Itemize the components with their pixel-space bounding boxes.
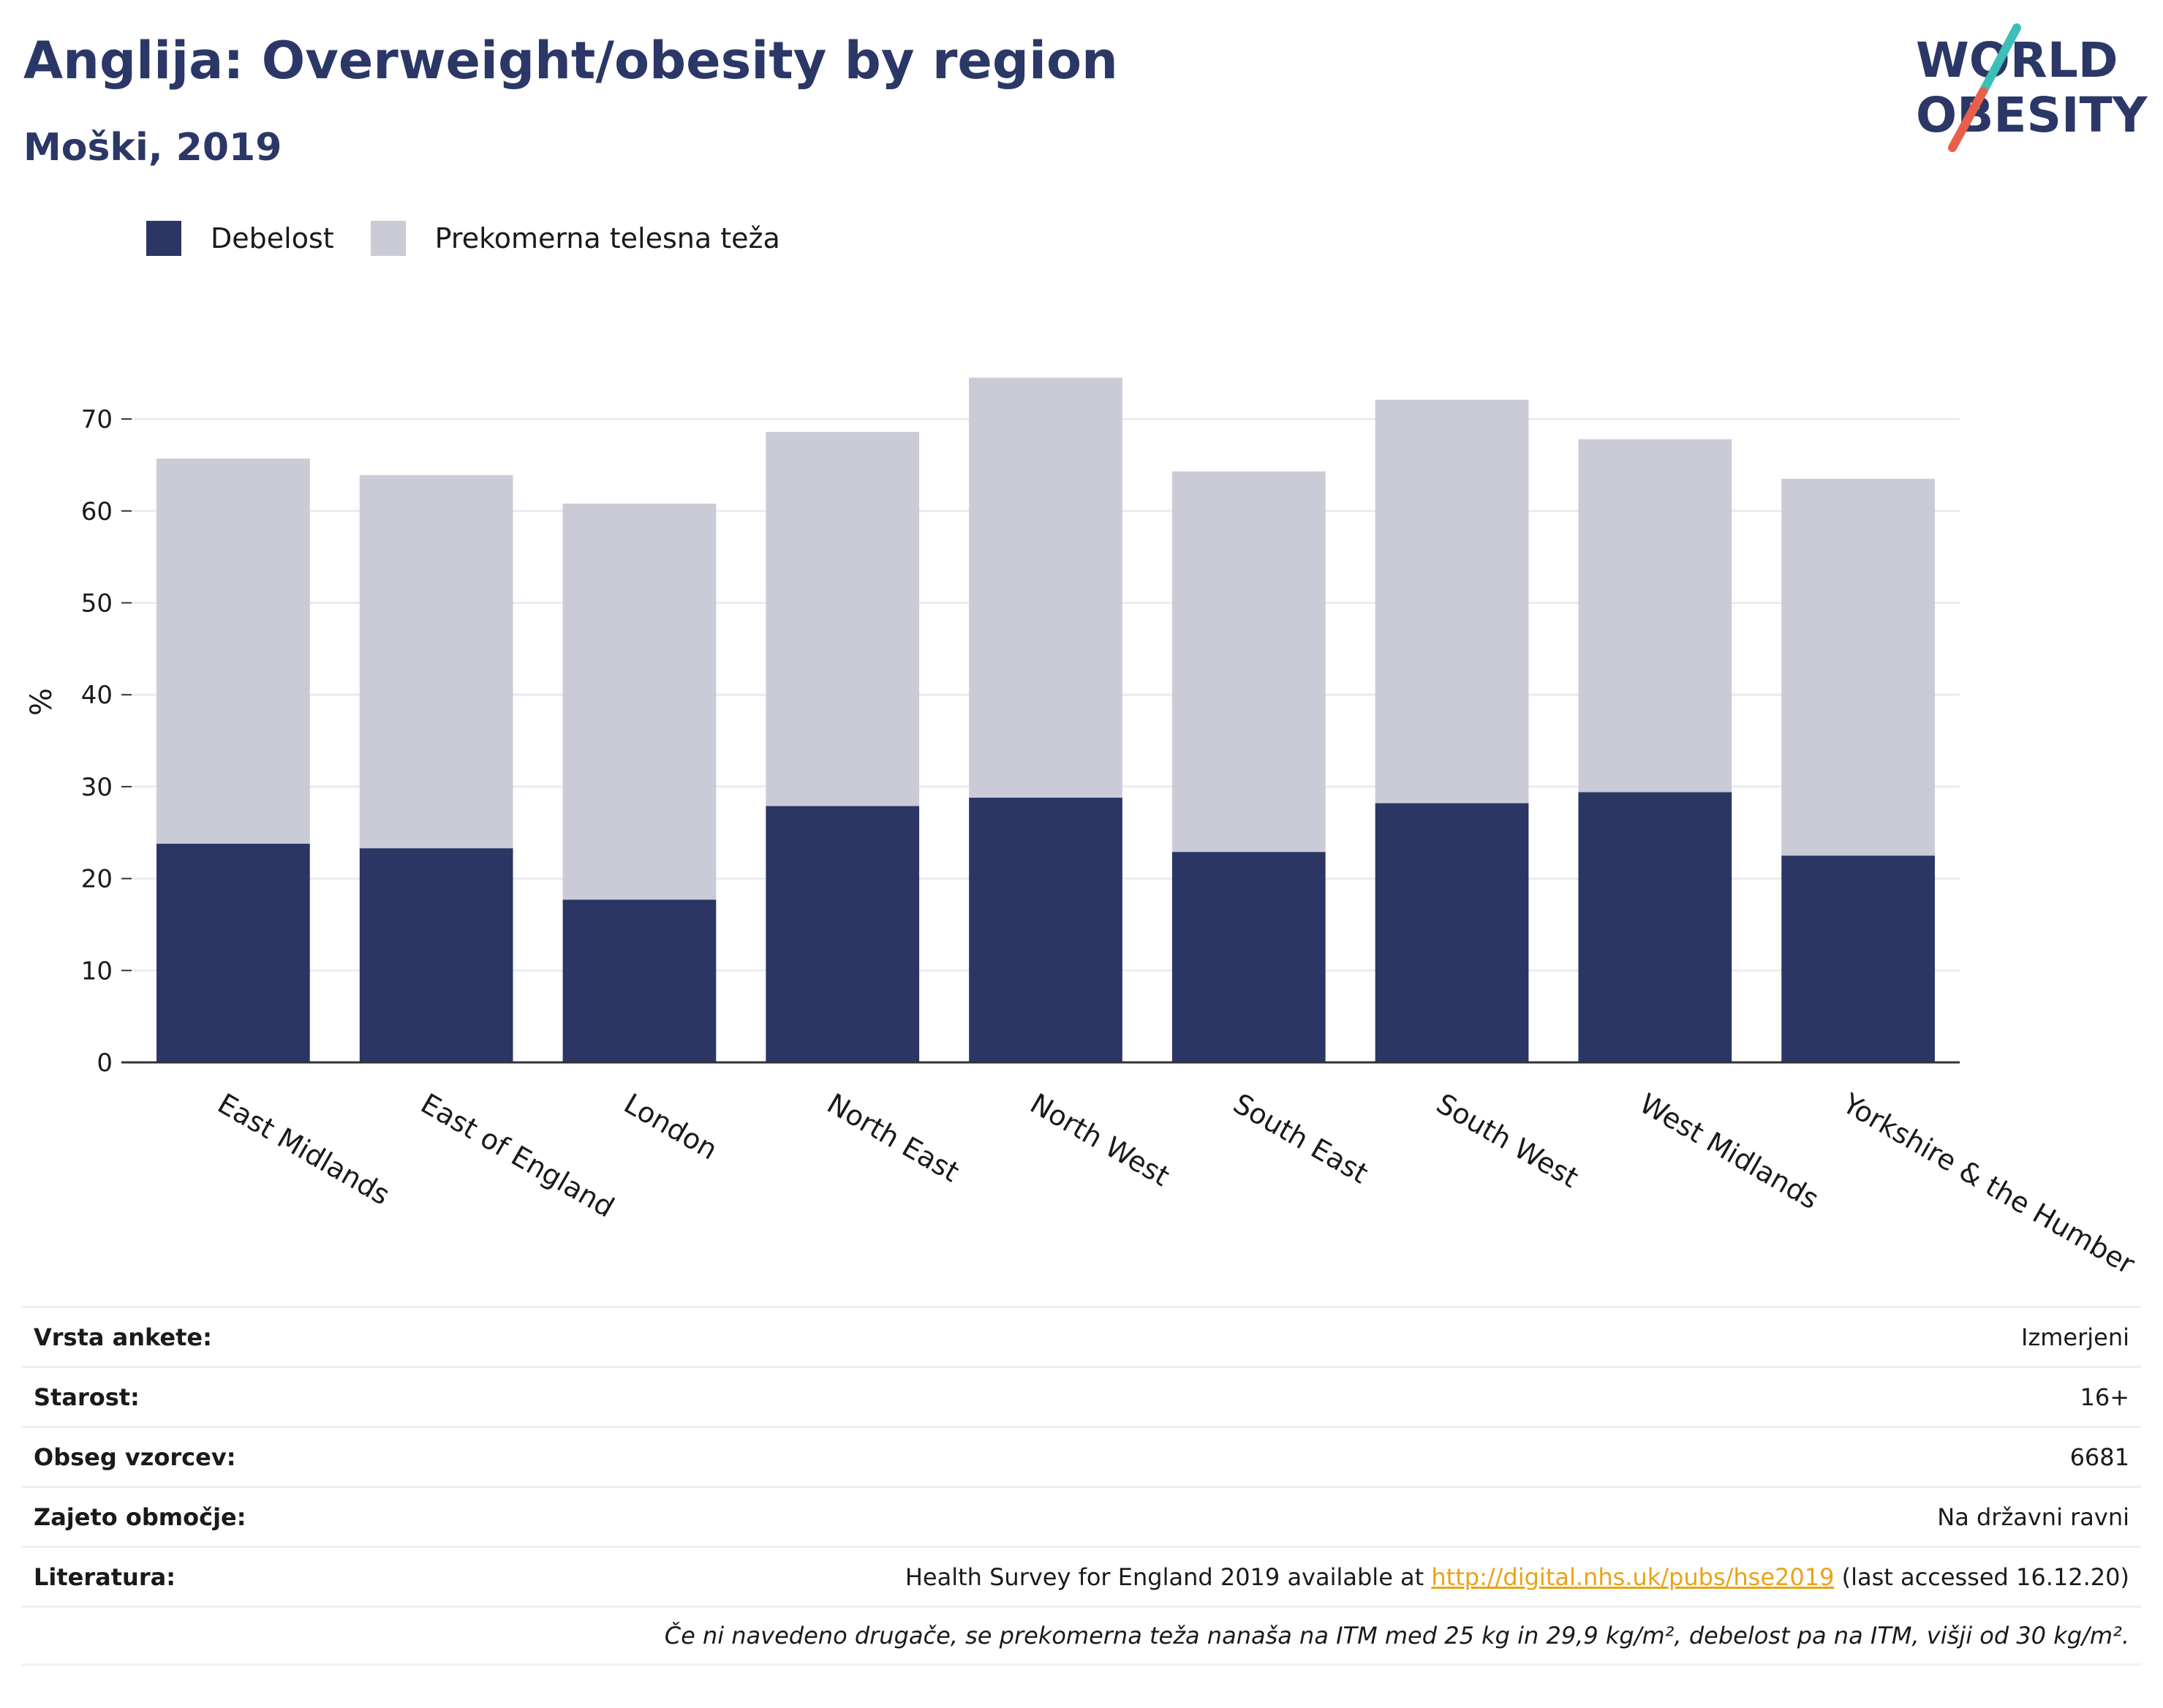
- chart-subtitle: Moški, 2019: [23, 126, 282, 170]
- y-tick-label: 30: [81, 773, 113, 802]
- x-category-label: South East: [1228, 1087, 1373, 1190]
- bar-overweight[interactable]: [766, 431, 920, 806]
- x-category-label: East Midlands: [212, 1087, 395, 1212]
- literature-link[interactable]: http://digital.nhs.uk/pubs/hse2019: [1431, 1562, 1835, 1591]
- bar-overweight[interactable]: [1578, 439, 1732, 793]
- stacked-bar-chart: 0 10 20 30 40 50 60 70% East Midlands East of Eng…: [25, 377, 2140, 1281]
- info-row: Vrsta ankete: Izmerjeni: [22, 1306, 2141, 1366]
- info-label: Obseg vzorcev:: [34, 1443, 236, 1471]
- bar-obesity[interactable]: [1781, 855, 1935, 1062]
- x-category-label: East of England: [415, 1087, 619, 1224]
- y-tick-label: 20: [81, 865, 113, 894]
- y-tick-label: 50: [81, 589, 113, 619]
- legend-swatch-obesity: [146, 221, 181, 256]
- info-label: Starost:: [34, 1383, 140, 1411]
- bar-overweight[interactable]: [1781, 478, 1935, 856]
- definition-note: Če ni navedeno drugače, se prekomerna te…: [664, 1622, 2129, 1650]
- legend-item-overweight[interactable]: Prekomerna telesna teža: [370, 221, 780, 256]
- x-category-label: Yorkshire & the Humber: [1837, 1087, 2140, 1280]
- bar-overweight[interactable]: [359, 475, 513, 849]
- bar-obesity[interactable]: [1578, 792, 1732, 1062]
- chart-legend: Debelost Prekomerna telesna teža: [146, 216, 817, 260]
- logo-line1: WORLD: [1916, 32, 2118, 88]
- logo-slash-teal-icon: [1979, 23, 2021, 96]
- bar-obesity[interactable]: [562, 899, 717, 1062]
- bar-obesity[interactable]: [766, 806, 920, 1062]
- logo-slash-coral-icon: [1948, 87, 1988, 152]
- info-value-literature: Health Survey for England 2019 available…: [905, 1563, 2129, 1591]
- legend-label-obesity: Debelost: [211, 222, 334, 254]
- info-row: Obseg vzorcev: 6681: [22, 1426, 2141, 1486]
- literature-suffix: (last accessed 16.12.20): [1834, 1562, 2129, 1591]
- legend-item-obesity[interactable]: Debelost: [146, 221, 334, 256]
- x-category-label: London: [619, 1087, 723, 1166]
- y-tick-label: 60: [81, 497, 113, 526]
- info-row-literature: Literatura: Health Survey for England 20…: [22, 1546, 2141, 1606]
- info-label-literature: Literatura:: [34, 1562, 175, 1591]
- bar-obesity[interactable]: [359, 848, 513, 1062]
- info-row-note: Če ni navedeno drugače, se prekomerna te…: [22, 1606, 2141, 1666]
- info-table: Vrsta ankete: Izmerjeni Starost: 16+ Obseg v…: [22, 1306, 2141, 1666]
- y-axis-label: %: [25, 688, 58, 716]
- bar-obesity[interactable]: [156, 843, 310, 1062]
- info-value: Na državni ravni: [1937, 1503, 2129, 1531]
- bar-obesity[interactable]: [1375, 803, 1529, 1062]
- x-category-label: North East: [822, 1087, 965, 1188]
- x-category-label: West Midlands: [1634, 1087, 1824, 1216]
- bar-obesity[interactable]: [1171, 852, 1326, 1062]
- bar-obesity[interactable]: [969, 797, 1122, 1062]
- legend-label-overweight: Prekomerna telesna teža: [434, 222, 780, 254]
- info-label: Vrsta ankete:: [34, 1323, 212, 1351]
- bar-overweight[interactable]: [562, 503, 717, 900]
- legend-swatch-overweight: [370, 221, 406, 256]
- literature-prefix: Health Survey for England 2019 available…: [905, 1562, 1432, 1591]
- world-obesity-logo: WORLD OBESITY: [1916, 23, 2148, 152]
- x-category-label: North West: [1025, 1087, 1175, 1193]
- y-tick-label: 40: [81, 681, 113, 710]
- info-value: Izmerjeni: [2021, 1323, 2129, 1351]
- bar-overweight[interactable]: [1375, 399, 1529, 804]
- y-tick-label: 0: [97, 1048, 113, 1078]
- bar-overweight[interactable]: [156, 458, 310, 844]
- logo-line2: OBESITY: [1916, 87, 2148, 143]
- x-category-label: South West: [1431, 1087, 1584, 1194]
- info-label: Zajeto območje:: [34, 1503, 246, 1531]
- info-value: 16+: [2080, 1383, 2129, 1411]
- y-tick-label: 10: [81, 956, 113, 986]
- info-value: 6681: [2069, 1443, 2129, 1471]
- info-row: Starost: 16+: [22, 1366, 2141, 1426]
- bar-overweight[interactable]: [969, 377, 1122, 798]
- bar-overweight[interactable]: [1171, 471, 1326, 853]
- chart-title: Anglija: Overweight/obesity by region: [23, 31, 1118, 91]
- info-row: Zajeto območje: Na državni ravni: [22, 1486, 2141, 1546]
- y-tick-label: 70: [81, 405, 113, 434]
